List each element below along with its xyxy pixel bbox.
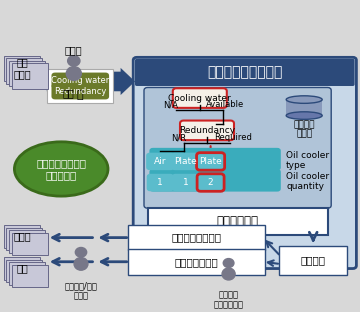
FancyBboxPatch shape — [149, 148, 281, 170]
FancyBboxPatch shape — [148, 208, 328, 235]
Text: コンフィギュレータ: コンフィギュレータ — [207, 65, 283, 79]
Ellipse shape — [286, 112, 322, 119]
FancyBboxPatch shape — [133, 57, 356, 269]
FancyBboxPatch shape — [12, 63, 48, 89]
Ellipse shape — [66, 67, 81, 80]
Text: 図面出力ツール: 図面出力ツール — [174, 257, 218, 267]
FancyBboxPatch shape — [6, 58, 42, 84]
FancyBboxPatch shape — [128, 249, 265, 275]
Text: 提案書: 提案書 — [13, 231, 31, 241]
Text: Air: Air — [154, 157, 166, 166]
FancyBboxPatch shape — [146, 153, 174, 170]
Text: ルール: ルール — [296, 130, 312, 139]
Text: Oil cooler
quantity: Oil cooler quantity — [286, 172, 329, 191]
Text: 機器構成: 機器構成 — [301, 255, 326, 265]
Text: 1: 1 — [157, 178, 163, 187]
Circle shape — [75, 247, 87, 257]
FancyBboxPatch shape — [286, 99, 322, 115]
Text: Redundancy: Redundancy — [179, 126, 235, 135]
FancyBboxPatch shape — [9, 262, 45, 285]
Text: 2: 2 — [208, 178, 213, 187]
Text: Cooling water: Cooling water — [51, 76, 109, 85]
FancyBboxPatch shape — [144, 87, 331, 208]
Text: 1: 1 — [183, 178, 188, 187]
Text: Available: Available — [206, 100, 244, 109]
Text: 要求
仕様書: 要求 仕様書 — [13, 57, 31, 79]
FancyBboxPatch shape — [128, 225, 265, 251]
Text: 自動機器選定: 自動機器選定 — [217, 215, 258, 228]
FancyArrow shape — [47, 68, 135, 95]
FancyBboxPatch shape — [197, 174, 224, 191]
FancyBboxPatch shape — [6, 260, 42, 282]
Text: N/R: N/R — [171, 134, 186, 142]
Text: 顧客からの要求に: 顧客からの要求に — [36, 158, 86, 168]
FancyBboxPatch shape — [12, 265, 48, 287]
Text: 図面: 図面 — [16, 264, 28, 274]
Text: N/A: N/A — [163, 100, 179, 109]
FancyBboxPatch shape — [147, 174, 174, 191]
FancyBboxPatch shape — [197, 153, 225, 170]
FancyBboxPatch shape — [9, 61, 45, 86]
FancyBboxPatch shape — [4, 225, 40, 248]
Ellipse shape — [222, 268, 235, 280]
FancyBboxPatch shape — [47, 69, 113, 104]
Text: 迅速に回答: 迅速に回答 — [46, 171, 77, 181]
Text: ：: ： — [77, 90, 84, 100]
FancyBboxPatch shape — [6, 228, 42, 251]
Ellipse shape — [74, 257, 88, 270]
FancyBboxPatch shape — [135, 59, 355, 86]
Text: 読解: 読解 — [63, 88, 74, 98]
FancyBboxPatch shape — [9, 230, 45, 253]
Text: 設計者: 設計者 — [65, 45, 82, 55]
Text: Redundancy: Redundancy — [54, 87, 107, 96]
Text: Plate: Plate — [199, 157, 222, 166]
FancyBboxPatch shape — [51, 83, 109, 100]
FancyBboxPatch shape — [149, 169, 281, 192]
Text: Cooling water: Cooling water — [168, 94, 231, 103]
FancyBboxPatch shape — [12, 233, 48, 255]
Text: Plate: Plate — [174, 157, 197, 166]
FancyBboxPatch shape — [173, 88, 227, 108]
FancyBboxPatch shape — [172, 174, 199, 191]
Text: レビュー/調整
設計者: レビュー/調整 設計者 — [64, 281, 98, 300]
Text: 図面作成
海外設計部署: 図面作成 海外設計部署 — [213, 290, 244, 310]
FancyBboxPatch shape — [51, 73, 109, 89]
FancyBboxPatch shape — [180, 120, 234, 140]
Ellipse shape — [14, 142, 108, 196]
Text: 機器選定: 機器選定 — [293, 121, 315, 130]
Text: 提案書出力ツール: 提案書出力ツール — [171, 233, 221, 243]
Circle shape — [223, 259, 234, 267]
FancyBboxPatch shape — [4, 257, 40, 280]
Ellipse shape — [286, 96, 322, 103]
FancyBboxPatch shape — [4, 56, 40, 81]
Circle shape — [68, 56, 80, 66]
FancyBboxPatch shape — [171, 153, 199, 170]
Text: Oil cooler
type: Oil cooler type — [286, 151, 329, 170]
FancyBboxPatch shape — [279, 246, 347, 275]
Text: Required: Required — [214, 134, 252, 142]
